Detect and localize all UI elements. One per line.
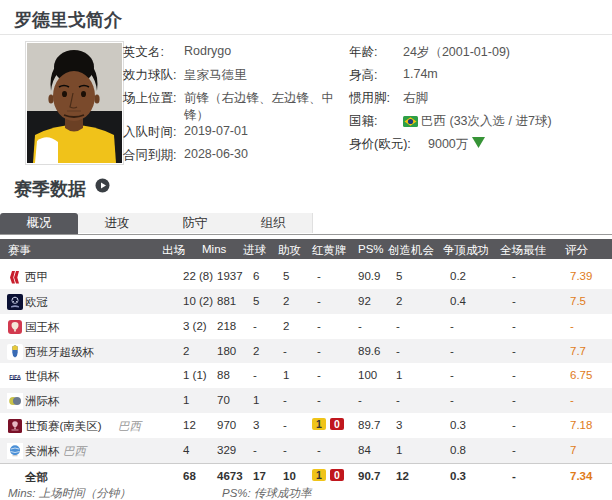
svg-text:FIFA: FIFA bbox=[9, 374, 21, 380]
